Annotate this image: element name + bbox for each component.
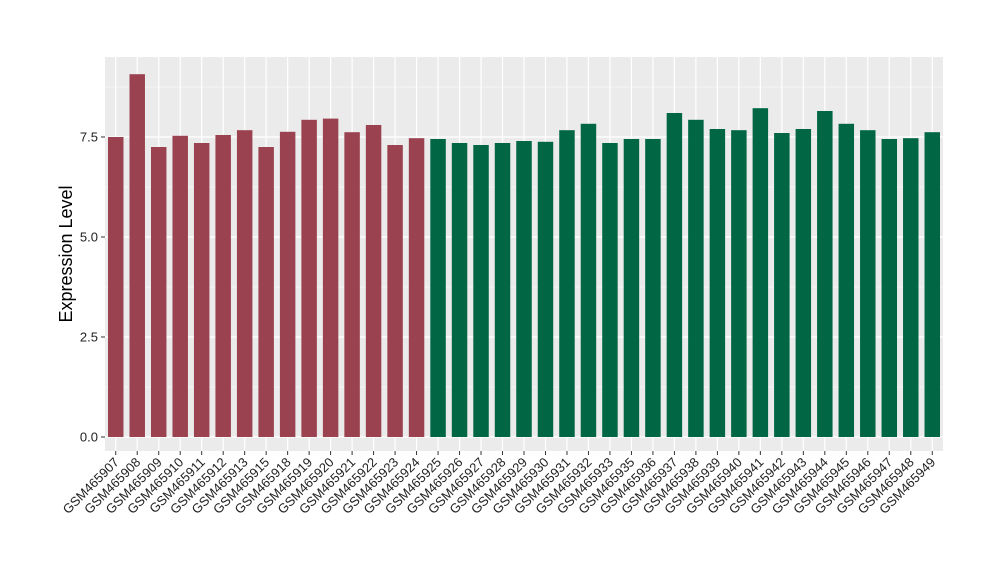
bar-GSM465909 [150, 147, 167, 437]
bar-GSM465911 [193, 143, 210, 437]
bar-GSM465949 [924, 132, 940, 437]
bar-GSM465907 [108, 137, 124, 437]
y-tick-label: 0.0 [80, 430, 98, 445]
x-axis: GSM465907GSM465908GSM465909GSM465910GSM4… [60, 451, 938, 517]
y-tick-label: 5.0 [80, 230, 98, 245]
bar-GSM465948 [903, 138, 919, 437]
bar-GSM465913 [236, 130, 253, 437]
bar-GSM465932 [580, 123, 597, 438]
bar-GSM465937 [666, 113, 683, 437]
y-axis: 0.0 2.5 5.0 7.5 [80, 130, 105, 445]
bar-GSM465927 [473, 145, 489, 437]
bar-GSM465926 [451, 143, 468, 437]
bar-GSM465945 [838, 123, 855, 438]
bar-GSM465910 [172, 135, 188, 438]
bar-GSM465946 [860, 130, 876, 437]
bar-GSM465930 [537, 141, 554, 438]
bar-GSM465919 [301, 119, 317, 438]
bar-GSM465933 [602, 143, 618, 437]
bar-GSM465944 [817, 111, 833, 437]
y-tick-label: 2.5 [80, 330, 98, 345]
bar-GSM465931 [559, 130, 575, 437]
bar-GSM465912 [215, 135, 231, 437]
bar-GSM465929 [516, 141, 532, 437]
bar-GSM465942 [774, 133, 790, 437]
bar-GSM465921 [344, 132, 360, 437]
bar-GSM465941 [752, 108, 769, 437]
bar-GSM465936 [645, 139, 661, 437]
bar-GSM465920 [322, 118, 339, 437]
bar-GSM465925 [430, 139, 446, 437]
bar-GSM465908 [129, 74, 145, 437]
bar-GSM465947 [881, 139, 898, 437]
bar-GSM465939 [709, 129, 726, 437]
bar-GSM465924 [408, 138, 425, 437]
bar-GSM465922 [365, 125, 382, 437]
bar-GSM465938 [688, 119, 704, 438]
bar-GSM465928 [494, 143, 511, 437]
bar-GSM465943 [795, 129, 812, 437]
bar-GSM465915 [258, 147, 274, 437]
bar-GSM465935 [623, 139, 640, 437]
bar-GSM465923 [387, 145, 403, 437]
bars [108, 74, 940, 438]
y-tick-label: 7.5 [80, 130, 98, 145]
y-axis-title: Expression Level [56, 185, 76, 322]
bar-GSM465918 [279, 131, 296, 438]
bar-GSM465940 [731, 130, 747, 437]
